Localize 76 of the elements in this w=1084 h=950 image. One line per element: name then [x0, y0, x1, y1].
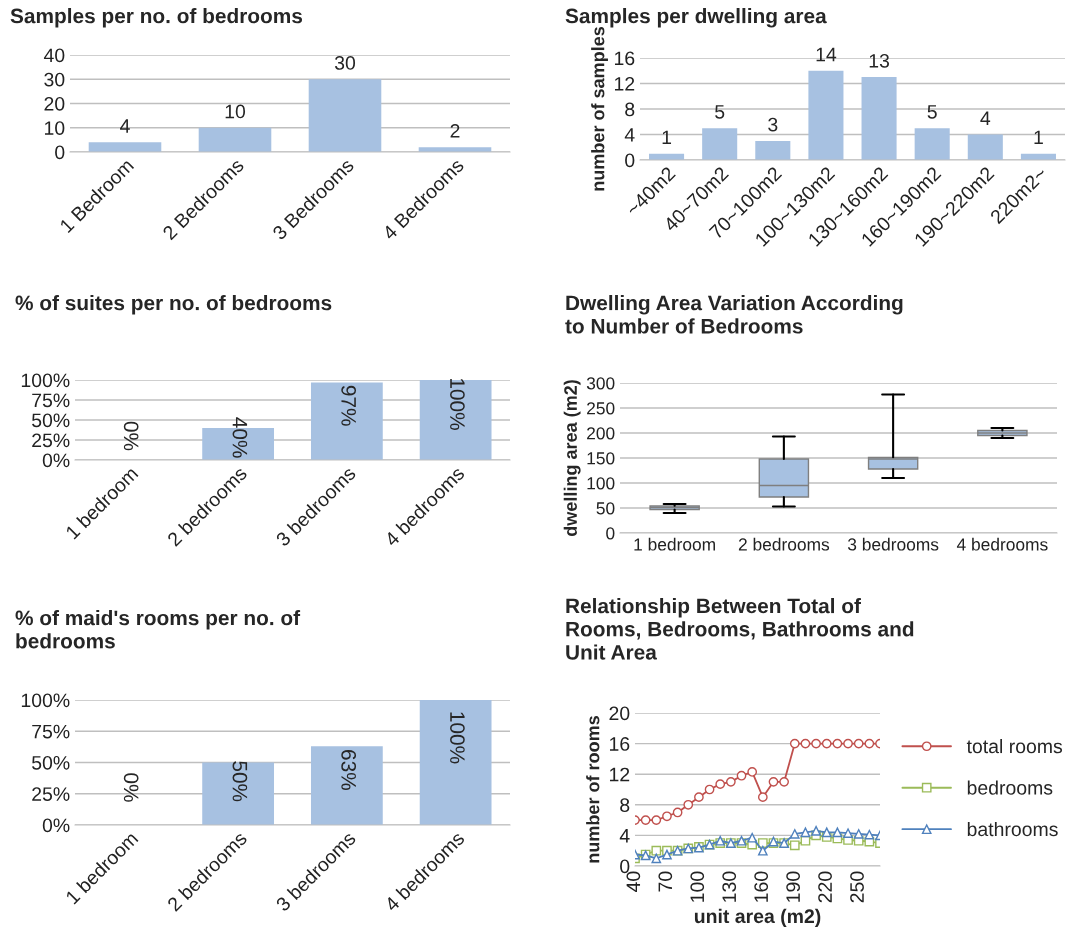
y-tick-label: 4 [619, 829, 630, 843]
data-label: 5 [927, 105, 937, 119]
x-tick-label: 190 [786, 871, 800, 902]
y-tick-label: 8 [620, 798, 630, 813]
y-tick-label: 100% [21, 693, 70, 708]
y-tick-label: 25% [32, 787, 70, 801]
y-axis-title: number of rooms [586, 716, 600, 863]
y-tick-label: 25% [32, 433, 70, 448]
y-tick-label: 0 [606, 527, 615, 540]
data-label: 4 [980, 111, 991, 125]
x-tick-label: 130 [722, 871, 737, 902]
chart-title: Samples per dwelling area [565, 8, 827, 28]
chart-title: Relationship Between Total of Rooms, Bedrooms, Bathrooms and Unit Area [566, 598, 914, 660]
x-tick-label: 250 [850, 871, 864, 903]
data-label: 0% [123, 773, 139, 802]
y-tick-label: 40 [43, 48, 65, 63]
y-tick-label: 100% [21, 373, 70, 388]
y-tick-label: 16 [610, 737, 630, 751]
data-label: 10 [225, 104, 246, 119]
data-label: 40% [232, 417, 248, 458]
x-tick-label: 70 [658, 871, 673, 892]
y-tick-label: 50% [32, 413, 70, 428]
y-tick-label: 75% [32, 393, 70, 408]
y-tick-label: 8 [625, 102, 635, 117]
y-tick-label: 0 [55, 145, 65, 160]
data-label: 50% [232, 761, 248, 802]
y-tick-label: 20 [44, 96, 65, 111]
y-tick-label: 20 [609, 706, 630, 721]
y-tick-label: 0% [42, 818, 70, 833]
y-tick-label: 50 [596, 502, 615, 515]
y-tick-label: 0% [42, 453, 70, 468]
legend-label: total rooms [966, 738, 1063, 754]
y-tick-label: 50% [32, 755, 70, 770]
y-tick-label: 100 [587, 477, 615, 490]
y-tick-label: 10 [45, 121, 65, 135]
x-tick-label: 220 [818, 871, 832, 903]
data-label: 14 [816, 47, 837, 62]
y-tick-label: 16 [615, 51, 635, 66]
legend-label: bathrooms [967, 821, 1058, 837]
chart-title: Samples per no. of bedrooms [10, 8, 303, 28]
chart-title: % of maid's rooms per no. of bedrooms [15, 610, 301, 649]
data-label: 97% [341, 385, 357, 426]
x-tick-label: 160 [754, 871, 769, 902]
chart-title: % of suites per no. of bedrooms [15, 295, 332, 315]
x-tick-label: 2 bedrooms [738, 537, 830, 551]
y-tick-label: 250 [587, 402, 615, 415]
y-tick-label: 12 [610, 767, 630, 782]
chart-title: Dwelling Area Variation According to Number of Bedrooms [565, 295, 903, 334]
y-tick-label: 200 [587, 427, 615, 440]
data-label: 3 [768, 117, 778, 132]
data-label: 100% [450, 712, 465, 764]
data-label: 1 [1034, 130, 1043, 145]
legend-label: bedrooms [967, 780, 1053, 795]
data-label: 2 [450, 123, 460, 138]
data-label: 100% [450, 378, 465, 430]
data-label: 1 [662, 130, 672, 145]
data-label: 13 [869, 53, 890, 68]
x-tick-label: 1 bedroom [634, 537, 715, 551]
y-tick-label: 12 [615, 76, 635, 91]
x-tick-label: 100 [690, 871, 705, 902]
y-tick-label: 30 [44, 72, 65, 87]
y-tick-label: 75% [32, 724, 70, 739]
x-axis-title: unit area (m2) [694, 908, 821, 927]
y-tick-label: 150 [587, 452, 615, 465]
y-tick-label: 4 [624, 128, 635, 142]
data-label: 0% [123, 421, 139, 451]
data-label: 30 [334, 56, 356, 70]
y-tick-label: 300 [586, 377, 615, 390]
x-tick-label: 4 bedrooms [956, 537, 1048, 551]
y-axis-title: dwelling area (m2) [563, 380, 581, 537]
data-label: 63% [341, 750, 357, 790]
y-axis-title: number of samples [591, 26, 608, 191]
data-label: 5 [715, 105, 725, 119]
data-label: 4 [120, 119, 130, 133]
x-tick-label: 3 bedrooms [847, 537, 939, 551]
y-tick-label: 0 [625, 153, 635, 168]
